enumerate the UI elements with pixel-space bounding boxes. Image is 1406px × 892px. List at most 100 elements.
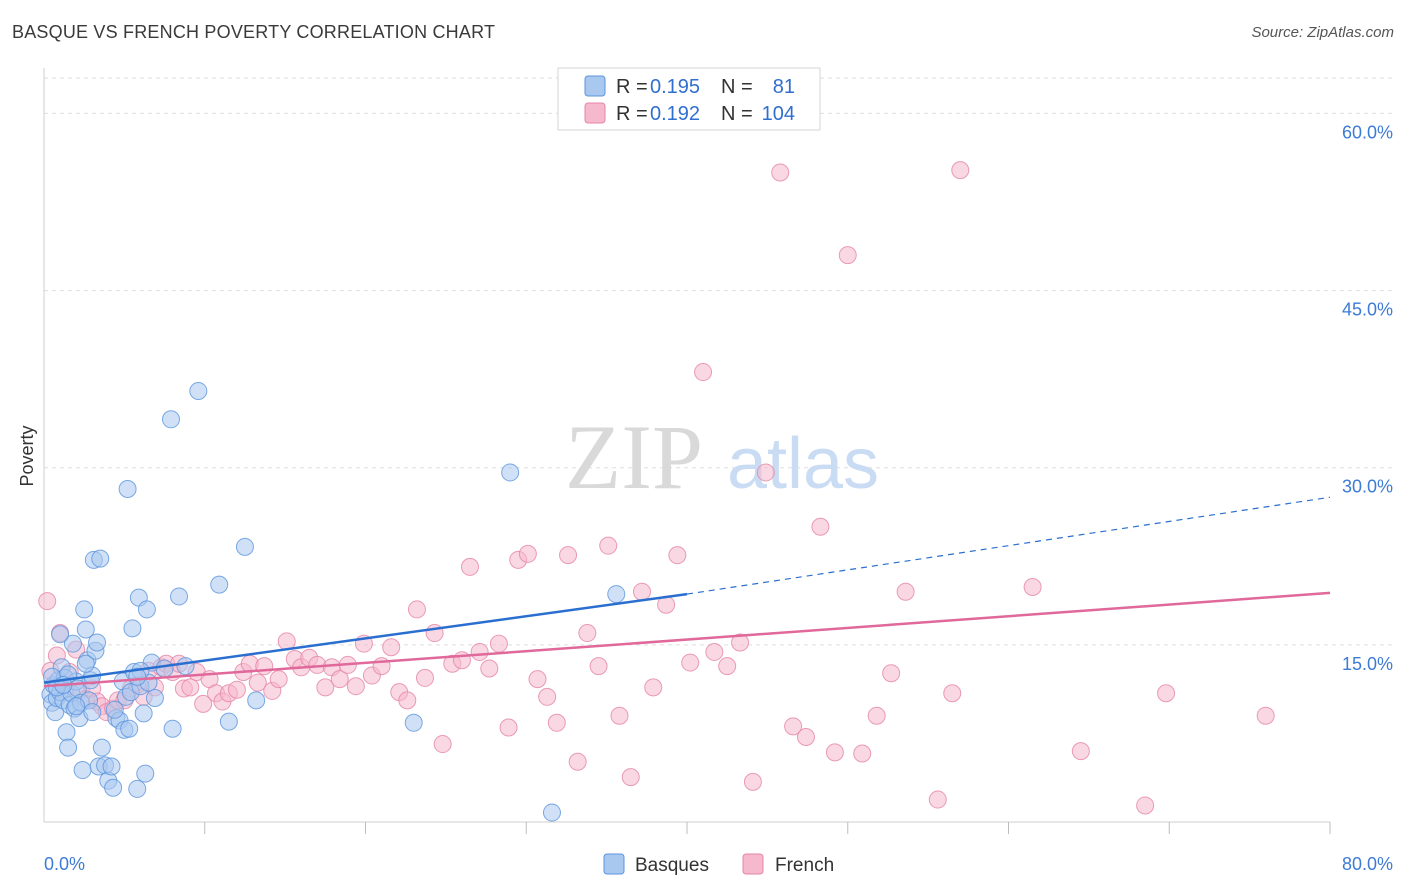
french-point [668, 546, 687, 565]
x-tick-label-min: 0.0% [44, 854, 85, 874]
french-point [882, 664, 901, 683]
basques-point [123, 619, 142, 638]
french-point [433, 735, 452, 754]
basques-point [75, 600, 94, 619]
bottom-legend-label-basques: Basques [635, 855, 709, 876]
french-point [731, 633, 750, 652]
legend-r-label-french: R = [616, 103, 648, 125]
french-point [694, 363, 713, 382]
french-point [269, 670, 288, 689]
basques-point [120, 719, 139, 738]
legend-swatch-basques [584, 75, 606, 97]
legend-n-value-basques: 81 [773, 76, 795, 98]
basques-point [128, 667, 147, 686]
basques-point [104, 778, 123, 797]
legend-r-value-basques: 0.195 [650, 76, 700, 98]
french-point [644, 678, 663, 697]
basques-point [163, 719, 182, 738]
french-point [499, 718, 518, 737]
french-point [681, 653, 700, 672]
chart-source: Source: ZipAtlas.com [1251, 24, 1394, 41]
y-tick-label: 30.0% [1342, 477, 1393, 497]
french-point [255, 657, 274, 676]
basques-point [128, 779, 147, 798]
y-tick-labels: 15.0% 30.0% 45.0% 60.0% [1342, 122, 1393, 673]
legend-top: R = 0.195 N = 81 R = 0.192 N = 104 [557, 67, 821, 131]
basques-point [51, 625, 70, 644]
french-point [528, 670, 547, 689]
basques-point [136, 764, 155, 783]
basques-points [41, 381, 626, 822]
basques-point [76, 654, 95, 673]
french-point [578, 624, 597, 643]
french-point [756, 463, 775, 482]
french-point [489, 634, 508, 653]
french-point [346, 677, 365, 696]
french-point [896, 582, 915, 601]
basques-point [59, 738, 78, 757]
french-point [227, 680, 246, 699]
basques-point [210, 575, 229, 594]
basques-point [170, 587, 189, 606]
french-point [538, 687, 557, 706]
x-tick-label-max: 80.0% [1342, 854, 1393, 874]
basques-point [145, 689, 164, 707]
french-trend-line [43, 591, 1331, 688]
basques-point [235, 537, 254, 556]
legend-bottom: Basques French [603, 853, 834, 876]
french-point [316, 678, 335, 697]
french-point [518, 544, 537, 563]
watermark-atlas: atlas [727, 424, 879, 504]
basques-trend-extension [686, 496, 1331, 595]
y-tick-label: 45.0% [1342, 300, 1393, 320]
watermark: ZIP atlas [565, 406, 879, 508]
legend-swatch-french [584, 102, 606, 124]
legend-n-label-french: N = [721, 103, 753, 125]
trend-lines [43, 496, 1331, 688]
french-point [38, 592, 57, 611]
french-point [181, 678, 200, 697]
french-point [1157, 684, 1176, 703]
french-point [398, 691, 417, 710]
french-point [599, 536, 618, 555]
basques-point [161, 410, 180, 429]
french-point [610, 706, 629, 725]
french-point [632, 582, 651, 601]
gridlines [44, 77, 1393, 646]
legend-r-label-basques: R = [616, 76, 648, 98]
french-points [38, 161, 1275, 815]
french-point [853, 744, 872, 763]
french-point [568, 752, 587, 771]
basques-point [76, 620, 95, 639]
french-point [796, 727, 815, 746]
legend-n-label-basques: N = [721, 76, 753, 98]
chart-title: BASQUE VS FRENCH POVERTY CORRELATION CHA… [12, 22, 496, 42]
french-point [382, 638, 401, 657]
french-point [415, 668, 434, 687]
basques-point [88, 633, 107, 652]
french-point [743, 772, 762, 791]
french-point [771, 163, 790, 182]
basques-point [176, 657, 195, 676]
basques-point [404, 713, 423, 732]
french-point [480, 659, 499, 678]
french-point [547, 713, 566, 732]
basques-point [607, 585, 626, 604]
french-point [825, 743, 844, 762]
y-axis-title: Poverty [17, 425, 37, 486]
french-point [194, 694, 213, 713]
x-ticks [204, 822, 1331, 834]
french-point [943, 684, 962, 703]
basques-point [105, 700, 124, 719]
bottom-legend-swatch-basques [603, 853, 625, 875]
french-point [1136, 796, 1155, 815]
basques-point [155, 659, 174, 678]
basques-point [137, 600, 156, 619]
basques-point [83, 703, 102, 722]
french-point [589, 657, 608, 676]
french-point [705, 642, 724, 661]
basques-point [67, 697, 86, 716]
french-point [1023, 577, 1042, 596]
french-point [1071, 742, 1090, 761]
basques-point [73, 761, 92, 780]
